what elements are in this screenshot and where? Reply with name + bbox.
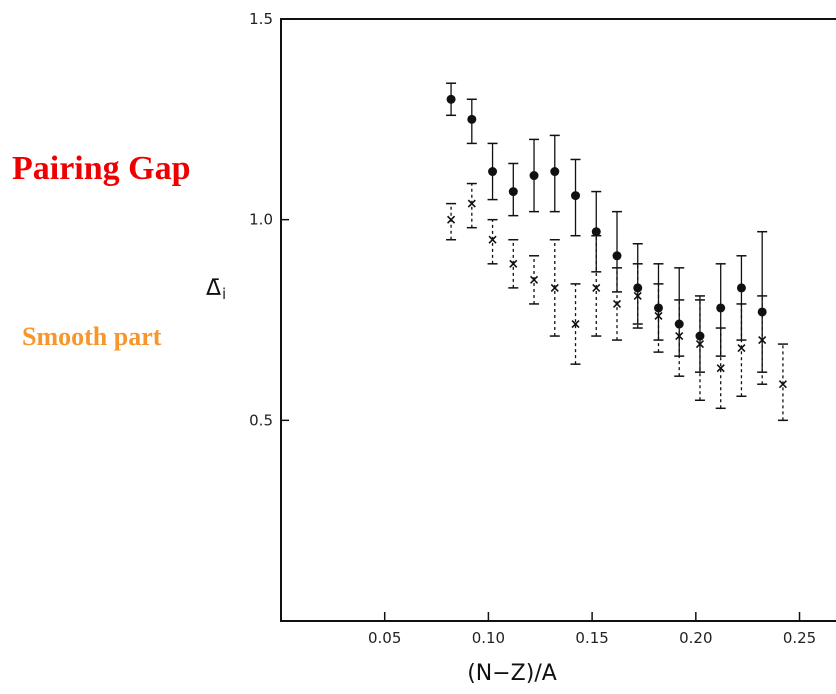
data-point-cross (488, 235, 497, 244)
data-point-circle (674, 319, 684, 329)
x-tick-label: 0.15 (575, 629, 608, 647)
series-filled-circles (446, 82, 768, 373)
y-axis-ticks: 0.5 1.0 1.5 (249, 10, 289, 429)
y-tick-label: 1.0 (249, 211, 273, 229)
data-point-cross (447, 215, 456, 224)
data-point-circle (612, 251, 622, 261)
data-point-cross (716, 364, 725, 373)
data-point-circle (591, 227, 601, 237)
data-point-cross (612, 299, 622, 309)
smooth-part-label: Smooth part (22, 322, 162, 351)
y-axis-title-subscript: i (222, 285, 226, 303)
x-tick-label: 0.10 (472, 629, 505, 647)
data-point-cross (675, 331, 684, 341)
data-point-circle (736, 283, 746, 293)
data-point-cross (695, 340, 705, 349)
data-point-cross (592, 283, 601, 292)
y-axis-title: Δ̄ i (206, 276, 226, 303)
data-point-cross (633, 291, 642, 300)
data-point-circle (716, 303, 726, 313)
data-point-circle (550, 167, 560, 177)
y-tick-label: 1.5 (249, 10, 273, 28)
x-axis-title: (N−Z)/A (467, 661, 557, 686)
data-point-circle (529, 171, 539, 181)
data-point-cross (737, 344, 746, 353)
data-point-cross (778, 380, 787, 389)
pairing-gap-label: Pairing Gap (12, 150, 191, 187)
data-point-cross (529, 275, 539, 284)
data-point-cross (571, 319, 580, 329)
plot-frame (280, 18, 836, 622)
x-axis-ticks: 0.05 0.10 0.15 0.20 0.25 (368, 612, 816, 647)
y-tick-label: 0.5 (249, 411, 273, 429)
data-point-circle (633, 283, 643, 293)
data-point-circle (446, 94, 456, 104)
x-tick-label: 0.05 (368, 629, 401, 647)
data-point-cross (654, 311, 663, 321)
data-point-cross (509, 259, 518, 268)
y-axis-title-symbol: Δ̄ (206, 276, 221, 301)
data-point-circle (508, 187, 518, 197)
data-point-cross (550, 283, 559, 292)
data-point-circle (488, 167, 498, 177)
x-tick-label: 0.20 (679, 629, 712, 647)
data-point-circle (467, 114, 477, 124)
x-tick-label: 0.25 (783, 629, 816, 647)
data-point-cross (758, 336, 767, 345)
data-point-cross (467, 199, 476, 208)
data-point-circle (571, 191, 581, 201)
data-point-circle (695, 331, 705, 341)
series-crosses (446, 182, 788, 422)
